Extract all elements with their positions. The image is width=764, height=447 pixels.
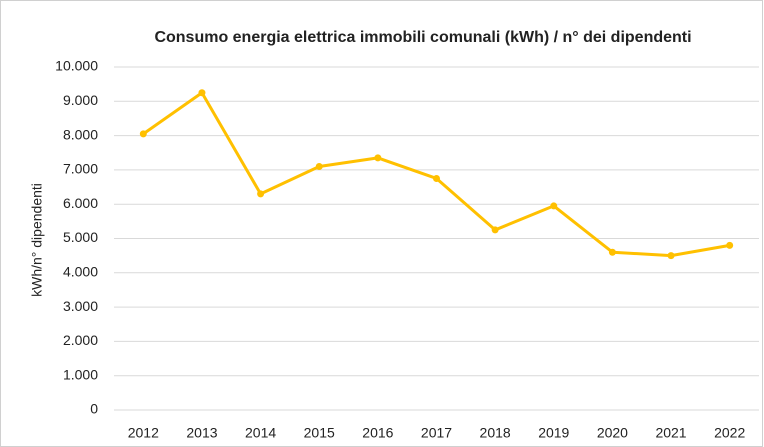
y-tick-label: 3.000 bbox=[63, 298, 98, 314]
data-point bbox=[315, 162, 323, 170]
x-tick-label: 2019 bbox=[538, 425, 569, 441]
x-tick-label: 2017 bbox=[421, 425, 452, 441]
data-point bbox=[491, 226, 499, 234]
x-tick-label: 2022 bbox=[714, 425, 745, 441]
data-point bbox=[550, 202, 558, 210]
data-point bbox=[433, 174, 440, 182]
y-tick-label: 10.000 bbox=[55, 58, 98, 74]
x-tick-label: 2012 bbox=[128, 425, 159, 441]
data-point bbox=[608, 248, 616, 256]
x-tick-label: 2016 bbox=[362, 425, 393, 441]
y-tick-label: 4.000 bbox=[63, 264, 98, 280]
x-tick-label: 2014 bbox=[245, 425, 276, 441]
x-tick-label: 2020 bbox=[597, 425, 628, 441]
data-point bbox=[198, 89, 206, 97]
chart-title: Consumo energia elettrica immobili comun… bbox=[154, 29, 691, 46]
y-axis-label: kWh/n° dipendenti bbox=[29, 183, 45, 297]
x-tick-label: 2013 bbox=[186, 425, 217, 441]
y-tick-label: 9.000 bbox=[63, 92, 98, 108]
y-tick-label: 0 bbox=[90, 401, 98, 417]
data-point bbox=[667, 252, 675, 260]
y-tick-label: 6.000 bbox=[63, 195, 98, 211]
data-point bbox=[257, 190, 265, 198]
x-tick-label: 2018 bbox=[480, 425, 511, 441]
y-tick-label: 1.000 bbox=[63, 366, 98, 382]
y-tick-label: 2.000 bbox=[63, 332, 98, 348]
x-tick-label: 2015 bbox=[304, 425, 335, 441]
y-tick-label: 8.000 bbox=[63, 126, 98, 142]
data-point bbox=[374, 154, 382, 162]
data-point bbox=[139, 130, 147, 138]
y-tick-label: 5.000 bbox=[63, 229, 98, 245]
y-tick-label: 7.000 bbox=[63, 161, 98, 177]
x-tick-label: 2021 bbox=[655, 425, 686, 441]
data-point bbox=[726, 241, 734, 249]
